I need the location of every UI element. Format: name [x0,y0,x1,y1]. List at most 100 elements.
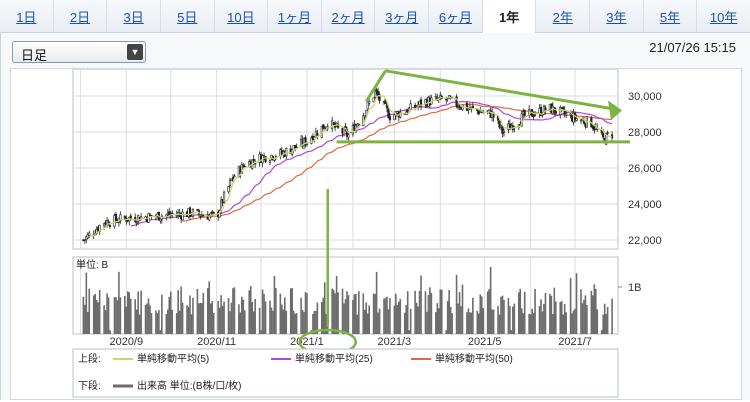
time-tick-label: 2021/7 [558,336,592,348]
volume-bar [492,309,495,334]
tab-1年[interactable]: 1年 [482,0,537,34]
volume-bar [159,330,162,334]
last-updated-timestamp: 21/07/26 15:15 [649,40,736,55]
volume-bar [292,310,295,334]
candle-body [262,155,266,158]
tab-3年[interactable]: 3年 [590,0,644,32]
volume-bar [356,314,359,334]
volume-bar [239,312,242,334]
candle-body [114,213,118,222]
volume-bar [178,310,181,334]
candle-body [575,118,578,121]
candle-body [605,132,608,145]
volume-bar [199,302,202,334]
volume-bar [448,290,450,334]
volume-bar [375,271,378,334]
volume-bar [436,303,439,334]
candle-body [222,191,226,203]
volume-bar [347,295,350,334]
volume-bar [82,296,85,334]
candle-body [606,132,609,134]
candle-body [374,90,377,98]
candle-body [565,113,568,116]
volume-bar [134,299,137,334]
volume-bar [119,297,122,334]
tab-5年[interactable]: 5年 [644,0,698,32]
ma5-line [89,94,613,238]
tab-2ヶ月[interactable]: 2ヶ月 [322,0,376,32]
volume-unit-label: 単位: B [76,258,109,271]
candle-body [363,115,366,118]
price-tick-label: 30,000 [628,91,662,103]
candle-body [357,123,360,126]
volume-bar [362,293,365,334]
volume-bar [488,289,490,334]
candle-body [520,113,523,127]
volume-bar [408,330,410,334]
volume-tick-label: 1B [628,282,641,294]
volume-bar [129,298,132,334]
tab-1ヶ月[interactable]: 1ヶ月 [268,0,322,32]
tab-6ヶ月[interactable]: 6ヶ月 [429,0,483,32]
tab-10日[interactable]: 10日 [215,0,269,32]
volume-bar [569,278,572,334]
volume-bar [282,309,285,334]
candle-body [562,106,565,110]
legend-ma50-label: 単純移動平均(50) [435,352,513,365]
volume-bar [113,297,116,334]
volume-bar [144,304,147,334]
candle-body [304,137,307,146]
volume-bar [417,306,419,334]
volume-bar [439,289,442,334]
volume-bar [291,288,293,334]
volume-bar [572,310,575,334]
candle-body [532,115,535,118]
stock-chart: 30,000 28,000 26,000 24,000 22,000 2020/9 2020… [10,68,742,400]
tab-1日[interactable]: 1日 [0,0,54,32]
volume-bar [206,288,209,334]
tab-2年[interactable]: 2年 [536,0,591,32]
volume-bar [241,296,243,334]
tab-3日[interactable]: 3日 [107,0,161,32]
volume-bar [399,298,402,334]
candle-body [499,125,503,128]
volume-bar [116,300,119,334]
volume-bar [440,289,443,334]
volume-bar [103,305,105,334]
volume-bar [95,300,98,334]
chart-legend: 上段: 単純移動平均(5) 単純移動平均(25) 単純移動平均(50) 下段: 出来高 単… [72,348,619,398]
candle-body [123,216,126,219]
volume-bar [260,330,262,334]
volume-bar [331,288,333,334]
volume-bar [438,308,440,334]
volume-bar [541,311,544,334]
volume-bar [171,309,174,334]
volume-bar [602,314,604,334]
volume-bar [549,293,551,334]
volume-bar [418,290,421,334]
volume-bar [520,308,523,334]
volume-bar [611,298,613,334]
price-tick-label: 26,000 [628,163,662,175]
volume-bar [109,330,111,334]
volume-bar [605,313,607,334]
candle-body [252,158,255,162]
time-tick-label: 2020/11 [197,336,236,348]
volume-bar [158,309,160,334]
volume-bar [295,313,298,334]
tab-2日[interactable]: 2日 [54,0,108,32]
tab-10年[interactable]: 10年 [709,9,738,25]
volume-bar [177,290,179,334]
volume-bar [378,308,381,334]
candle-body [378,94,381,101]
tab-5日[interactable]: 5日 [161,0,215,32]
volume-bar [435,312,437,334]
volume-bar [517,292,520,334]
candle-interval-select[interactable]: 日足 ▼ [12,41,146,63]
volume-bar [104,310,107,334]
tab-3ヶ月[interactable]: 3ヶ月 [375,0,430,32]
candle-body [455,96,458,107]
candle-body [458,106,461,109]
candle-body [471,105,474,108]
volume-bar [209,303,212,334]
